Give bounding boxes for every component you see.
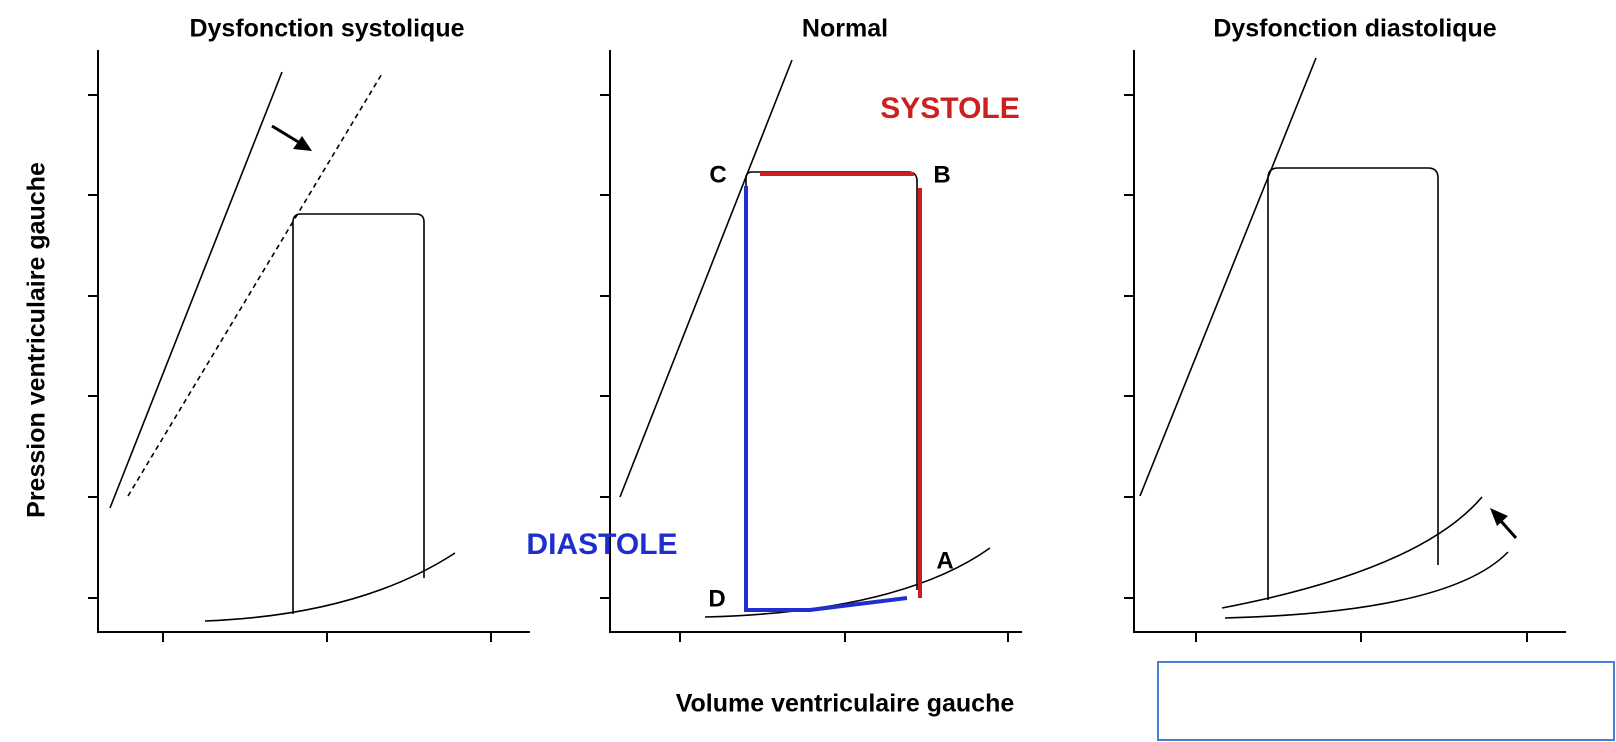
panel-title: Dysfonction diastolique <box>1213 15 1496 43</box>
empty-box <box>1157 661 1615 741</box>
phase-label: DIASTOLE <box>526 528 677 561</box>
panel-normal: C B A D SYSTOLE DIASTOLE <box>526 50 1022 642</box>
phase-label: SYSTOLE <box>880 92 1019 125</box>
panel-diastolic <box>1124 50 1566 642</box>
point-label: B <box>933 161 950 188</box>
panel-systolic <box>88 50 530 642</box>
panel-title: Dysfonction systolique <box>189 15 464 43</box>
panel-title: Normal <box>802 15 888 43</box>
point-label: D <box>708 585 725 612</box>
x-axis-label: Volume ventriculaire gauche <box>676 690 1015 718</box>
point-label: C <box>709 161 726 188</box>
point-label: A <box>936 547 953 574</box>
y-axis-label: Pression ventriculaire gauche <box>23 162 51 518</box>
